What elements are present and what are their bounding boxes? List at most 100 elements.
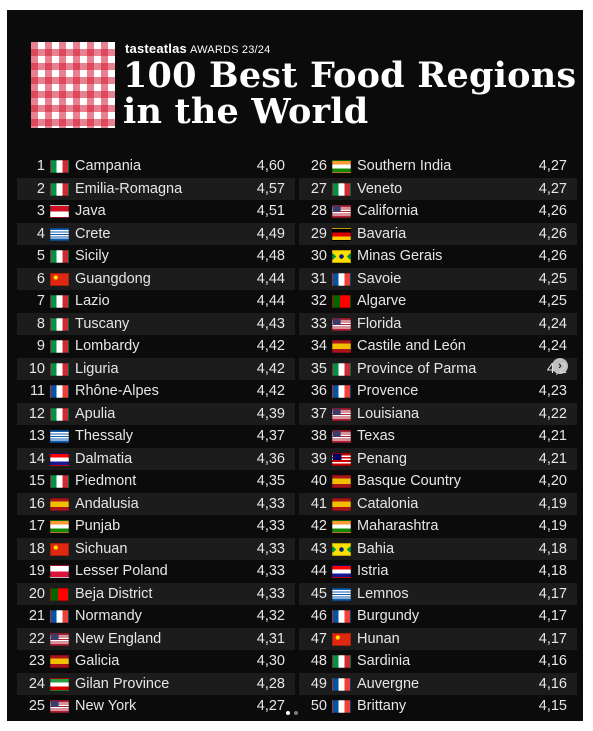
region-score: 4,27 bbox=[538, 180, 567, 197]
ranking-row: 46 Burgundy 4,17 bbox=[299, 605, 577, 628]
ranking-row: 14 Dalmatia 4,36 bbox=[17, 447, 295, 470]
rank-number: 19 bbox=[28, 563, 45, 579]
rank-number: 24 bbox=[28, 675, 45, 692]
region-name: New England bbox=[75, 630, 162, 647]
carousel-dot-2[interactable] bbox=[294, 711, 298, 715]
region-score: 4,17 bbox=[538, 585, 567, 602]
flag-it-icon bbox=[50, 407, 69, 421]
ranking-row: 6 Guangdong 4,44 bbox=[17, 267, 295, 290]
rank-number: 39 bbox=[310, 450, 327, 467]
ranking-row: 19 Lesser Poland 4,33 bbox=[17, 560, 295, 583]
flag-us-icon bbox=[332, 317, 351, 331]
carousel-dot-1[interactable] bbox=[286, 711, 290, 715]
flag-es-icon bbox=[50, 655, 69, 668]
region-name: Hunan bbox=[357, 630, 400, 647]
flag-fr-icon bbox=[332, 700, 351, 713]
title-line-2: in the World bbox=[123, 91, 369, 132]
flag-gr-icon bbox=[50, 430, 69, 443]
region-score: 4,16 bbox=[538, 653, 567, 669]
page-title: 100 Best Food Regions in the World bbox=[123, 58, 576, 130]
rank-number: 35 bbox=[310, 360, 327, 377]
region-score: 4,19 bbox=[538, 495, 567, 512]
ranking-row: 31 Savoie 4,25 bbox=[299, 267, 577, 290]
region-name: Algarve bbox=[357, 293, 407, 309]
carousel-next-button[interactable]: › bbox=[552, 358, 568, 374]
region-name: Provence bbox=[357, 383, 419, 399]
ranking-row: 11 Rhône-Alpes 4,42 bbox=[17, 380, 295, 403]
region-name: Maharashtra bbox=[357, 518, 439, 534]
region-score: 4,36 bbox=[256, 450, 285, 467]
rank-number: 34 bbox=[310, 338, 327, 354]
ranking-row: 49 Auvergne 4,16 bbox=[299, 672, 577, 695]
rank-number: 26 bbox=[310, 158, 327, 174]
region-score: 4,32 bbox=[256, 608, 285, 624]
flag-it-icon bbox=[50, 317, 69, 331]
ranking-row: 21 Normandy 4,32 bbox=[17, 605, 295, 628]
flag-it-icon bbox=[50, 340, 69, 353]
region-score: 4,27 bbox=[256, 698, 285, 714]
region-score: 4,42 bbox=[256, 338, 285, 354]
region-score: 4,33 bbox=[256, 495, 285, 512]
region-name: Guangdong bbox=[75, 270, 151, 287]
flag-us-icon bbox=[332, 407, 351, 421]
rank-number: 15 bbox=[28, 473, 45, 489]
flag-pt-icon bbox=[332, 295, 351, 308]
flag-it-icon bbox=[50, 295, 69, 308]
flag-hr-icon bbox=[332, 565, 351, 578]
rank-number: 32 bbox=[310, 293, 327, 309]
ranking-row: 7 Lazio 4,44 bbox=[17, 290, 295, 313]
rank-number: 45 bbox=[310, 585, 327, 602]
region-name: Bahia bbox=[357, 540, 395, 557]
ranking-row: 47 Hunan 4,17 bbox=[299, 627, 577, 650]
ranking-row: 22 New England 4,31 bbox=[17, 627, 295, 650]
region-name: Rhône-Alpes bbox=[75, 383, 159, 399]
rank-number: 36 bbox=[310, 383, 327, 399]
region-name: Sichuan bbox=[75, 540, 128, 557]
ranking-row: 29 Bavaria 4,26 bbox=[299, 222, 577, 245]
flag-it-icon bbox=[332, 655, 351, 668]
region-name: Apulia bbox=[75, 405, 116, 422]
region-score: 4,51 bbox=[256, 203, 285, 219]
region-name: Thessaly bbox=[75, 428, 134, 444]
region-score: 4,17 bbox=[538, 630, 567, 647]
flag-gr-icon bbox=[50, 227, 69, 241]
region-name: Dalmatia bbox=[75, 450, 133, 467]
ranking-row: 36 Provence 4,23 bbox=[299, 380, 577, 403]
region-name: California bbox=[357, 203, 419, 219]
rank-number: 7 bbox=[36, 293, 45, 309]
region-score: 4,49 bbox=[256, 225, 285, 242]
region-score: 4,57 bbox=[256, 180, 285, 197]
flag-it-icon bbox=[50, 182, 69, 196]
region-name: Istria bbox=[357, 563, 389, 579]
rank-number: 4 bbox=[36, 225, 45, 242]
region-name: New York bbox=[75, 698, 137, 714]
region-score: 4,26 bbox=[538, 248, 567, 264]
ranking-row: 50 Brittany 4,15 bbox=[299, 695, 577, 718]
rank-number: 40 bbox=[310, 473, 327, 489]
region-name: Lemnos bbox=[357, 585, 409, 602]
ranking-row: 30 Minas Gerais 4,26 bbox=[299, 245, 577, 268]
rank-number: 2 bbox=[36, 180, 45, 197]
region-score: 4,21 bbox=[538, 450, 567, 467]
rank-number: 27 bbox=[310, 180, 327, 197]
flag-de-icon bbox=[332, 227, 351, 241]
rank-number: 17 bbox=[28, 518, 45, 534]
region-score: 4,35 bbox=[256, 473, 285, 489]
rank-number: 21 bbox=[28, 608, 45, 624]
region-score: 4,26 bbox=[538, 225, 567, 242]
ranking-row: 39 Penang 4,21 bbox=[299, 447, 577, 470]
region-name: Auvergne bbox=[357, 675, 420, 692]
region-score: 4,25 bbox=[538, 270, 567, 287]
rank-number: 46 bbox=[310, 608, 327, 624]
region-name: Veneto bbox=[357, 180, 403, 197]
rank-number: 18 bbox=[28, 540, 45, 557]
region-name: Castile and León bbox=[357, 338, 466, 354]
region-score: 4,16 bbox=[538, 675, 567, 692]
rank-number: 5 bbox=[36, 248, 45, 264]
flag-fr-icon bbox=[332, 677, 351, 691]
rank-number: 47 bbox=[310, 630, 327, 647]
region-score: 4,23 bbox=[538, 383, 567, 399]
ranking-row: 40 Basque Country 4,20 bbox=[299, 470, 577, 493]
flag-pt-icon bbox=[50, 587, 69, 601]
